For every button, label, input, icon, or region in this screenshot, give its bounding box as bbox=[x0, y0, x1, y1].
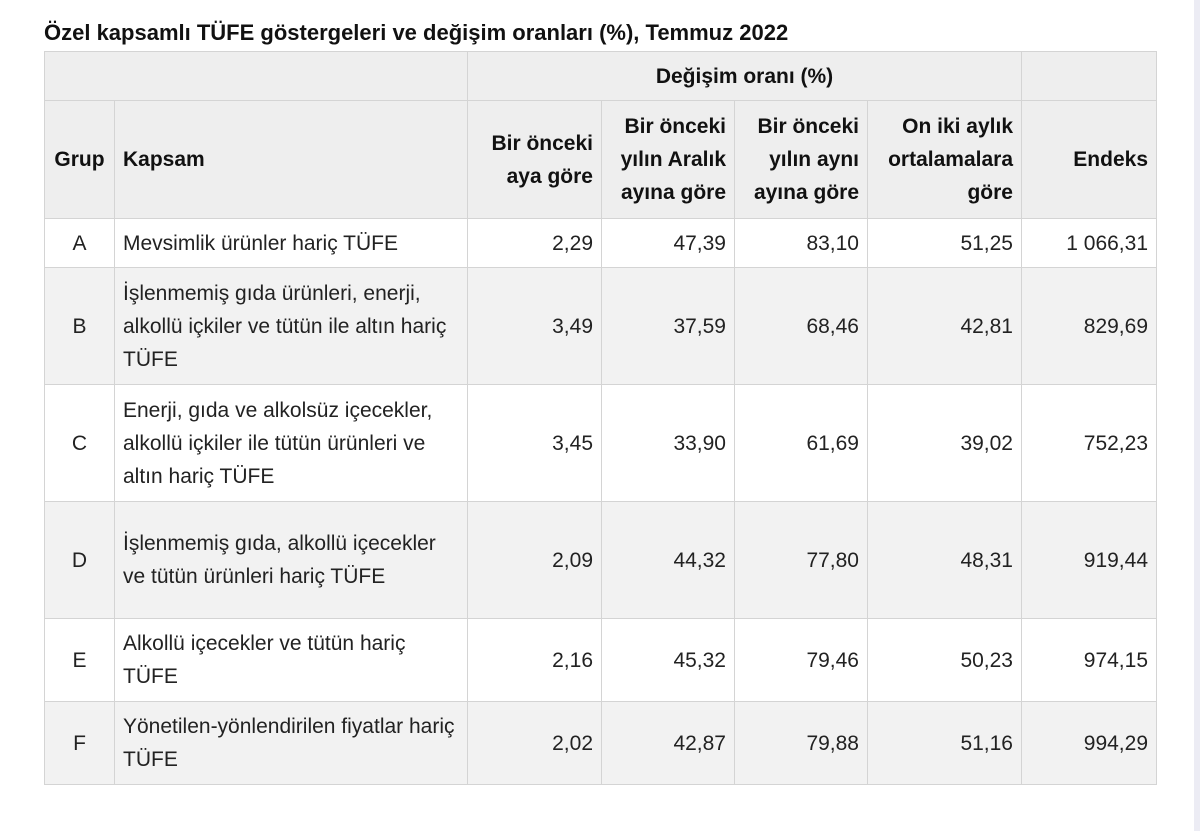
cell-annual: 68,46 bbox=[734, 267, 868, 385]
cell-annual: 61,69 bbox=[734, 384, 868, 502]
cell-index: 752,23 bbox=[1021, 384, 1157, 502]
table-row: C Enerji, gıda ve alkolsüz içecekler, al… bbox=[44, 384, 1157, 502]
cell-twelve-month: 48,31 bbox=[867, 501, 1022, 619]
cell-monthly: 3,45 bbox=[467, 384, 602, 502]
header-monthly: Bir önceki aya göre bbox=[467, 100, 602, 219]
header-change-rate: Değişim oranı (%) bbox=[467, 51, 1022, 101]
cell-kapsam: İşlenmemiş gıda, alkollü içecekler ve tü… bbox=[114, 501, 468, 619]
header-empty-cell bbox=[44, 51, 468, 101]
cell-twelve-month: 50,23 bbox=[867, 618, 1022, 702]
cell-december: 44,32 bbox=[601, 501, 735, 619]
cell-monthly: 2,09 bbox=[467, 501, 602, 619]
cell-december: 37,59 bbox=[601, 267, 735, 385]
cell-twelve-month: 42,81 bbox=[867, 267, 1022, 385]
cell-grup: E bbox=[44, 618, 115, 702]
cell-december: 47,39 bbox=[601, 218, 735, 268]
cell-monthly: 3,49 bbox=[467, 267, 602, 385]
cell-kapsam: Alkollü içecekler ve tütün hariç TÜFE bbox=[114, 618, 468, 702]
cell-kapsam: Mevsimlik ürünler hariç TÜFE bbox=[114, 218, 468, 268]
cell-twelve-month: 51,25 bbox=[867, 218, 1022, 268]
table-row: B İşlenmemiş gıda ürünleri, enerji, alko… bbox=[44, 267, 1157, 385]
cell-index: 919,44 bbox=[1021, 501, 1157, 619]
header-empty-cell bbox=[1021, 51, 1157, 101]
cell-index: 974,15 bbox=[1021, 618, 1157, 702]
header-kapsam: Kapsam bbox=[114, 100, 468, 219]
table-title: Özel kapsamlı TÜFE göstergeleri ve değiş… bbox=[44, 20, 789, 45]
cell-kapsam: İşlenmemiş gıda ürünleri, enerji, alkoll… bbox=[114, 267, 468, 385]
table-row: A Mevsimlik ürünler hariç TÜFE 2,29 47,3… bbox=[44, 218, 1157, 268]
cell-december: 45,32 bbox=[601, 618, 735, 702]
cell-monthly: 2,02 bbox=[467, 701, 602, 785]
cell-grup: C bbox=[44, 384, 115, 502]
cell-kapsam: Enerji, gıda ve alkolsüz içecekler, alko… bbox=[114, 384, 468, 502]
cell-grup: F bbox=[44, 701, 115, 785]
cell-index: 829,69 bbox=[1021, 267, 1157, 385]
cell-index: 994,29 bbox=[1021, 701, 1157, 785]
table-row: D İşlenmemiş gıda, alkollü içecekler ve … bbox=[44, 501, 1157, 619]
cell-twelve-month: 39,02 bbox=[867, 384, 1022, 502]
table-row: E Alkollü içecekler ve tütün hariç TÜFE … bbox=[44, 618, 1157, 702]
cell-annual: 79,46 bbox=[734, 618, 868, 702]
header-row-columns: Grup Kapsam Bir önceki aya göre Bir önce… bbox=[44, 100, 1157, 219]
cell-annual: 77,80 bbox=[734, 501, 868, 619]
cell-twelve-month: 51,16 bbox=[867, 701, 1022, 785]
header-twelve-month: On iki aylık ortalamalara göre bbox=[867, 100, 1022, 219]
cell-annual: 83,10 bbox=[734, 218, 868, 268]
cell-december: 42,87 bbox=[601, 701, 735, 785]
header-annual: Bir önceki yılın aynı ayına göre bbox=[734, 100, 868, 219]
cell-grup: A bbox=[44, 218, 115, 268]
cpi-table: Değişim oranı (%) Grup Kapsam Bir önceki… bbox=[44, 51, 1157, 785]
cell-index: 1 066,31 bbox=[1021, 218, 1157, 268]
cell-kapsam: Yönetilen-yönlendirilen fiyatlar hariç T… bbox=[114, 701, 468, 785]
cell-grup: B bbox=[44, 267, 115, 385]
cell-monthly: 2,29 bbox=[467, 218, 602, 268]
cell-monthly: 2,16 bbox=[467, 618, 602, 702]
header-grup: Grup bbox=[44, 100, 115, 219]
cell-grup: D bbox=[44, 501, 115, 619]
cell-december: 33,90 bbox=[601, 384, 735, 502]
header-december: Bir önceki yılın Aralık ayına göre bbox=[601, 100, 735, 219]
page-edge bbox=[1194, 0, 1200, 831]
table-row: F Yönetilen-yönlendirilen fiyatlar hariç… bbox=[44, 701, 1157, 785]
header-index: Endeks bbox=[1021, 100, 1157, 219]
cell-annual: 79,88 bbox=[734, 701, 868, 785]
header-row-group: Değişim oranı (%) bbox=[44, 51, 1157, 101]
